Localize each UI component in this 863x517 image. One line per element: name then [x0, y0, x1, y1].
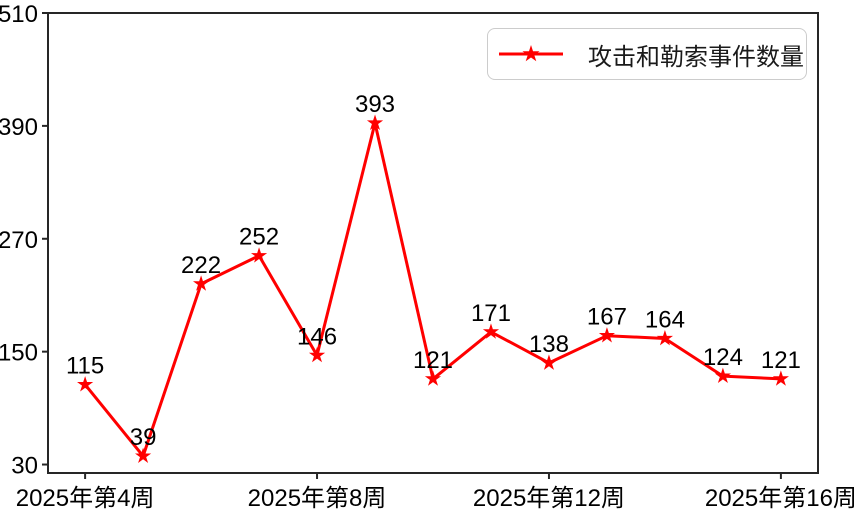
y-tick-label: 150: [0, 340, 38, 367]
data-point-marker: [135, 447, 152, 463]
data-point-marker: [424, 370, 442, 386]
data-point-label: 124: [703, 344, 743, 371]
data-point-label: 115: [66, 353, 104, 380]
data-point-marker: [77, 376, 94, 392]
data-point-label: 252: [239, 224, 279, 251]
data-point-marker: [308, 346, 326, 363]
data-point-label: 167: [587, 304, 627, 331]
data-point-marker: [250, 247, 268, 263]
x-tick-label: 2025年第12周: [473, 485, 625, 512]
data-point-label: 222: [181, 252, 221, 279]
legend-line-star-icon: [499, 45, 563, 62]
data-point-label: 39: [130, 424, 157, 451]
y-tick-label: 390: [0, 114, 38, 141]
data-point-label: 138: [529, 331, 569, 358]
y-tick-label: 270: [0, 227, 38, 254]
data-point-marker: [192, 275, 210, 291]
y-tick-label: 30: [11, 453, 38, 480]
data-point-label: 164: [645, 306, 685, 333]
data-point-label: 146: [297, 323, 337, 350]
x-tick-label: 2025年第16周: [705, 485, 857, 512]
data-point-marker: [772, 370, 789, 386]
legend-label: 攻击和勒索事件数量: [588, 43, 804, 71]
data-point-marker: [714, 367, 731, 383]
x-tick-label: 2025年第4周: [16, 485, 155, 512]
y-tick-label: 510: [0, 1, 38, 28]
data-point-label: 171: [471, 300, 511, 327]
series-line: [83, 121, 781, 458]
data-point-marker: [656, 329, 674, 346]
data-point-marker: [540, 354, 558, 370]
data-point-marker: [598, 327, 616, 343]
data-point-marker: [366, 114, 384, 130]
legend: 攻击和勒索事件数量: [487, 28, 807, 80]
data-point-label: 121: [761, 347, 801, 374]
data-point-label: 121: [413, 347, 453, 374]
plot-frame: [47, 12, 819, 474]
x-tick-label: 2025年第8周: [248, 485, 387, 512]
data-point-marker: [482, 323, 500, 339]
data-point-label: 393: [355, 91, 395, 118]
